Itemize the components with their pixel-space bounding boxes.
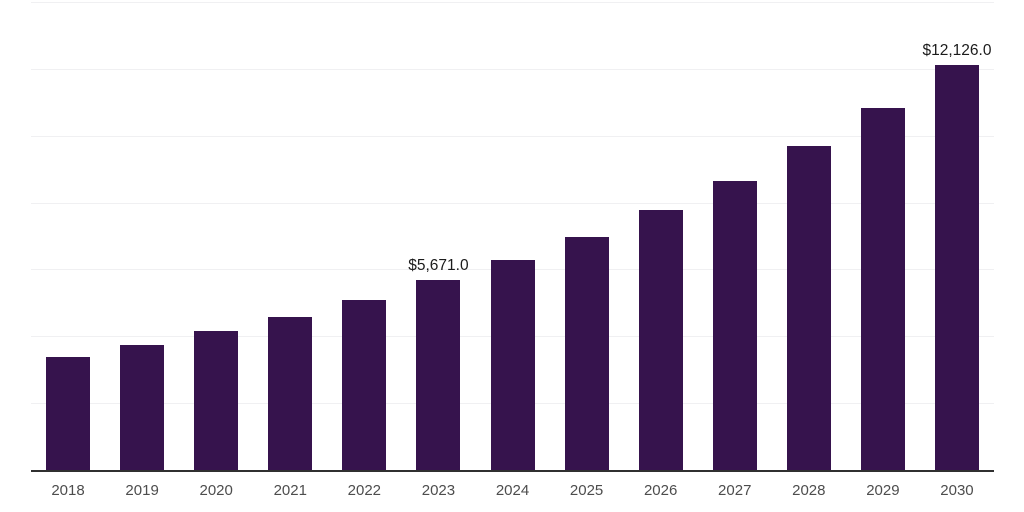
bar-slot (327, 2, 401, 470)
x-axis-tick-label: 2026 (643, 482, 678, 499)
gridline (31, 135, 994, 137)
bar-slot (550, 2, 624, 470)
x-axis-tick-label: 2029 (866, 482, 900, 499)
bar-slot (624, 2, 698, 470)
x-axis-tick-label: 2020 (199, 482, 233, 499)
bar-2028 (786, 146, 831, 470)
bar-2030 (934, 64, 979, 470)
bar-2023 (416, 280, 461, 470)
x-axis-tick-label: 2025 (569, 482, 604, 499)
x-axis-tick-label: 2019 (125, 482, 159, 499)
bar-2020 (194, 331, 239, 470)
gridline (31, 2, 994, 3)
x-axis-tick-label: 2021 (273, 482, 307, 499)
gridline (31, 68, 994, 70)
bar-2024 (490, 259, 535, 470)
bar-2019 (120, 345, 165, 470)
bar-2029 (860, 108, 905, 470)
x-axis-tick-label: 2022 (347, 482, 382, 499)
x-axis-labels: 2018 2019 2020 2021 2022 2023 2024 2025 2026 2027… (31, 483, 994, 499)
bar-slot (475, 2, 549, 470)
x-axis-tick-label: 2023 (421, 482, 456, 499)
bar-slot (105, 2, 179, 470)
bar-slot (698, 2, 772, 470)
bar-2021 (268, 316, 313, 470)
gridline (31, 202, 994, 204)
bar-slot (846, 2, 920, 470)
x-axis-tick-label: 2027 (718, 482, 752, 499)
bar-slot: $5,671.0 (401, 2, 475, 470)
x-axis-line (31, 470, 994, 472)
bar-slot: $12,126.0 (920, 2, 994, 470)
bar-value-label: $5,671.0 (408, 257, 469, 275)
bar-2025 (564, 236, 609, 470)
plot-area: $5,671.0 $12,126.0 (31, 2, 994, 472)
bar-value-label: $12,126.0 (922, 41, 992, 59)
bar-slot (772, 2, 846, 470)
bar-2026 (638, 209, 683, 470)
bar-slot (253, 2, 327, 470)
bars-row: $5,671.0 $12,126.0 (31, 2, 994, 470)
x-axis-tick-label: 2030 (940, 482, 974, 499)
x-axis-tick-label: 2024 (495, 482, 530, 499)
bar-slot (179, 2, 253, 470)
x-axis-tick-label: 2028 (792, 482, 826, 499)
bar-slot (31, 2, 105, 470)
bar-2018 (46, 357, 91, 470)
bar-2022 (342, 299, 387, 470)
x-axis-tick-label: 2018 (51, 482, 85, 499)
bar-2027 (712, 180, 757, 470)
